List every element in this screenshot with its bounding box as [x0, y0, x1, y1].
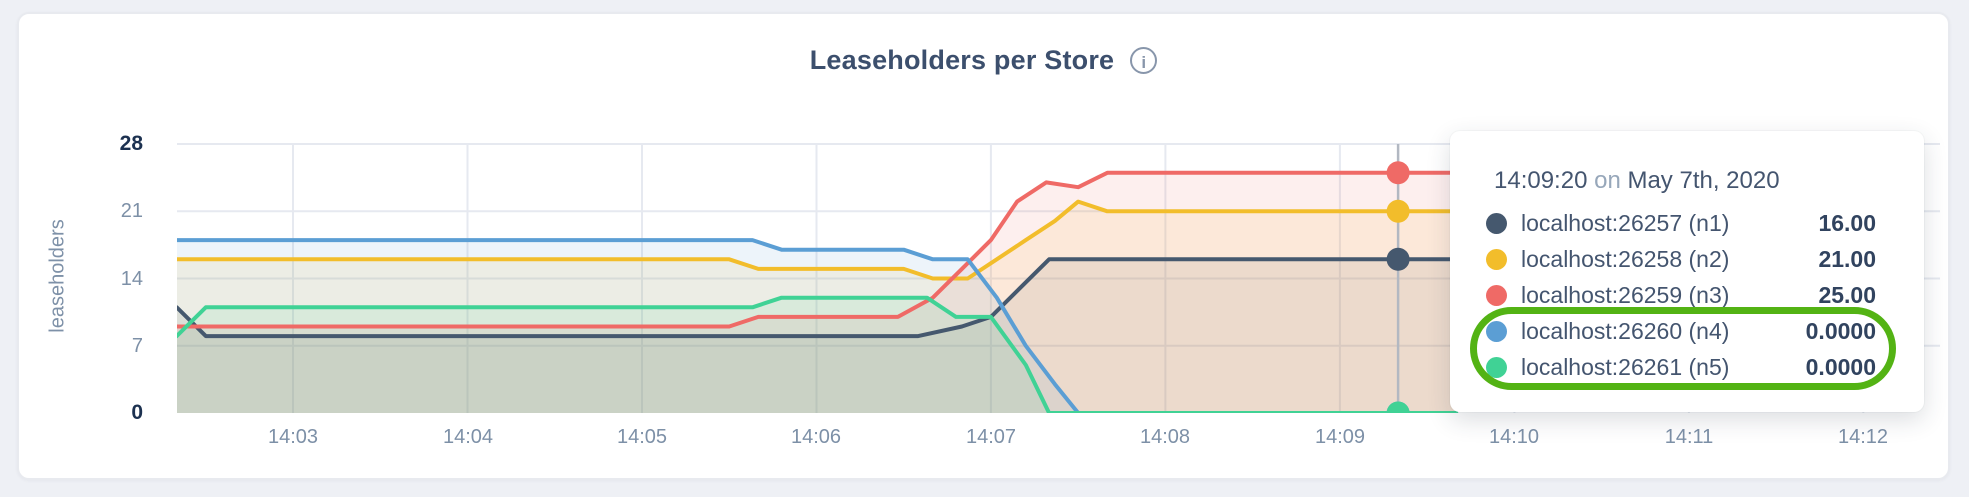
tooltip-row-value: 21.00 [1818, 246, 1876, 272]
hover-marker-n1 [1386, 247, 1410, 271]
x-tick-14-11: 14:11 [1664, 426, 1714, 448]
x-tick-14-12: 14:12 [1837, 426, 1889, 448]
hover-marker-n5 [1386, 401, 1410, 413]
tooltip-row-n3: localhost:26259 (n3) 25.00 [1486, 282, 1876, 308]
tooltip-title: 14:09:20 on May 7th, 2020 [1486, 167, 1876, 195]
x-tick-14-07: 14:07 [965, 426, 1017, 448]
x-tick-14-08: 14:08 [1139, 426, 1191, 448]
tooltip-row-n5: localhost:26261 (n5) 0.0000 [1486, 354, 1876, 380]
series-line-n3 [177, 170, 1459, 329]
series-line-n2 [177, 199, 1459, 281]
tooltip-row-label: localhost:26257 (n1) [1521, 210, 1730, 236]
tooltip-row-value: 16.00 [1818, 210, 1876, 236]
tooltip-row-value: 0.0000 [1805, 318, 1876, 344]
tooltip-row-label: localhost:26260 (n4) [1521, 318, 1730, 344]
series-dot-icon [1486, 357, 1507, 378]
y-tick-14: 14 [120, 268, 143, 290]
hover-marker-n3 [1386, 161, 1410, 185]
series-area-n2 [177, 201, 1457, 413]
y-tick-7: 7 [131, 335, 143, 357]
tooltip-row-value: 25.00 [1818, 282, 1876, 308]
y-tick-0: 0 [131, 401, 143, 424]
series-area-n4 [177, 240, 1457, 413]
tooltip-date: May 7th, 2020 [1627, 167, 1780, 194]
x-tick-14-03: 14:03 [267, 426, 319, 448]
x-tick-14-05: 14:05 [616, 426, 668, 448]
tooltip-row-n1: localhost:26257 (n1) 16.00 [1486, 210, 1876, 236]
tooltip-row-n4: localhost:26260 (n4) 0.0000 [1486, 318, 1876, 344]
chart-header: Leaseholders per Store i [17, 42, 1950, 78]
tooltip-rows: localhost:26257 (n1) 16.00 localhost:26258… [1486, 210, 1876, 380]
tooltip-row-value: 0.0000 [1805, 354, 1876, 380]
info-icon[interactable]: i [1130, 46, 1158, 74]
x-tick-14-06: 14:06 [790, 426, 842, 448]
y-tick-28: 28 [119, 132, 143, 155]
series-area-n3 [177, 172, 1457, 413]
series-line-n1 [177, 257, 1459, 339]
hover-tooltip: 14:09:20 on May 7th, 2020 localhost:2625… [1450, 131, 1924, 412]
series-dot-icon [1486, 213, 1507, 234]
tooltip-row-n2: localhost:26258 (n2) 21.00 [1486, 246, 1876, 272]
series-line-n5 [177, 295, 1459, 413]
x-tick-14-09: 14:09 [1314, 426, 1366, 448]
tooltip-preposition: on [1594, 167, 1621, 194]
tooltip-row-label: localhost:26259 (n3) [1521, 282, 1730, 308]
series-line-n4 [177, 238, 1459, 413]
tooltip-time: 14:09:20 [1494, 167, 1588, 194]
tooltip-row-label: localhost:26261 (n5) [1521, 354, 1730, 380]
hover-marker-n2 [1386, 199, 1410, 223]
tooltip-row-label: localhost:26258 (n2) [1521, 246, 1730, 272]
series-dot-icon [1486, 249, 1507, 270]
y-tick-21: 21 [120, 200, 143, 222]
x-tick-14-04: 14:04 [442, 426, 494, 448]
series-dot-icon [1486, 321, 1507, 342]
series-dot-icon [1486, 285, 1507, 306]
x-tick-14-10: 14:10 [1488, 426, 1540, 448]
chart-title: Leaseholders per Store [809, 44, 1115, 75]
y-axis-title: leaseholders [46, 219, 69, 333]
